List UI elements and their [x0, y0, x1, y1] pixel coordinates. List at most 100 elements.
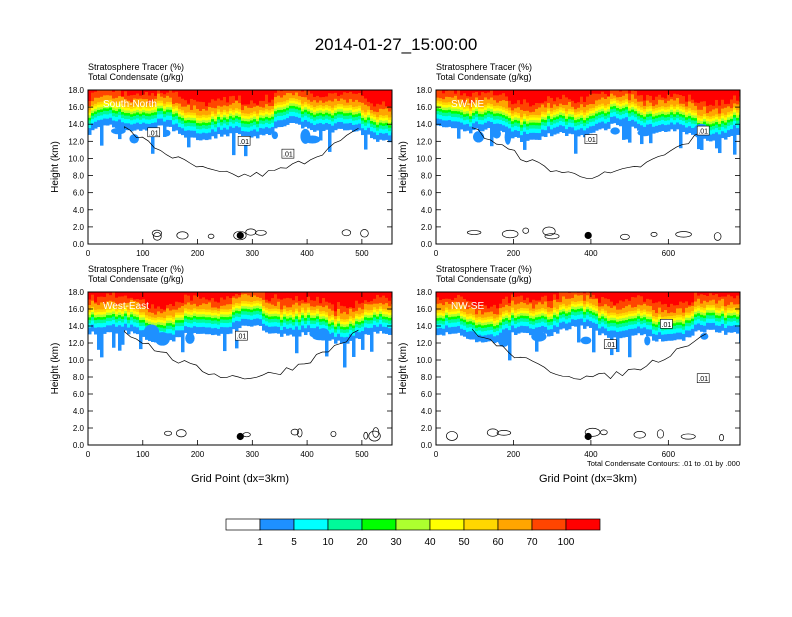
y-axis-label: Height (km) [398, 343, 409, 395]
x-tick-label: 100 [136, 249, 150, 258]
figure-title: 2014-01-27_15:00:00 [315, 35, 478, 54]
y-tick-label: 2.0 [421, 223, 433, 232]
colorbar-swatch [226, 519, 260, 530]
contour-label: .01 [239, 139, 249, 146]
y-tick-label: 8.0 [73, 172, 85, 181]
y-tick-label: 10.0 [416, 356, 432, 365]
contour-label: .01 [605, 342, 615, 349]
y-tick-label: 6.0 [421, 189, 433, 198]
y-tick-label: 12.0 [68, 339, 84, 348]
colorbar-swatch [328, 519, 362, 530]
y-tick-label: 4.0 [421, 206, 433, 215]
panel-south-north: Stratosphere Tracer (%)Total Condensate … [50, 62, 395, 258]
contour-label: .01 [662, 322, 672, 329]
contour-label: .01 [698, 129, 708, 136]
y-tick-label: 12.0 [416, 137, 432, 146]
colorbar-label: 100 [558, 537, 575, 548]
x-tick-label: 300 [246, 249, 260, 258]
y-tick-label: 18.0 [68, 288, 84, 297]
colorbar-label: 10 [322, 537, 334, 548]
x-tick-label: 200 [507, 249, 521, 258]
colorbar-label: 40 [424, 537, 436, 548]
y-tick-label: 10.0 [68, 356, 84, 365]
section-name: South-North [103, 99, 157, 110]
y-axis-label: Height (km) [50, 343, 61, 395]
condensate-contours [446, 329, 723, 440]
section-name: West-East [103, 301, 149, 312]
colorbar-label: 30 [390, 537, 402, 548]
panel-subtitle: Total Condensate (g/kg) [436, 72, 532, 82]
y-tick-label: 14.0 [416, 322, 432, 331]
colorbar-swatch [362, 519, 396, 530]
location-marker [237, 433, 244, 440]
y-tick-label: 16.0 [68, 103, 84, 112]
location-marker [585, 232, 592, 239]
x-tick-label: 400 [584, 249, 598, 258]
panel-subtitle: Total Condensate (g/kg) [88, 274, 184, 284]
x-axis-label: Grid Point (dx=3km) [539, 473, 637, 485]
x-tick-label: 400 [300, 450, 314, 459]
contour-label: .01 [586, 137, 596, 144]
x-tick-label: 200 [507, 450, 521, 459]
x-tick-label: 200 [191, 450, 205, 459]
y-axis-label: Height (km) [50, 141, 61, 193]
contour-label: .01 [237, 334, 247, 341]
y-tick-label: 14.0 [416, 120, 432, 129]
x-tick-label: 500 [355, 249, 369, 258]
contour-label: .01 [283, 152, 293, 159]
colorbar-swatch [430, 519, 464, 530]
panel-sw-ne: Stratosphere Tracer (%)Total Condensate … [398, 62, 743, 258]
x-tick-label: 100 [136, 450, 150, 459]
colorbar-label: 70 [526, 537, 538, 548]
y-tick-label: 16.0 [416, 305, 432, 314]
x-tick-label: 200 [191, 249, 205, 258]
y-tick-label: 8.0 [421, 373, 433, 382]
colorbar-label: 60 [492, 537, 504, 548]
x-tick-label: 600 [662, 249, 676, 258]
y-tick-label: 10.0 [416, 154, 432, 163]
contour-label: .01 [698, 376, 708, 383]
panel-west-east: Stratosphere Tracer (%)Total Condensate … [50, 264, 395, 485]
y-tick-label: 10.0 [68, 154, 84, 163]
x-tick-label: 0 [434, 249, 439, 258]
colorbar-label: 20 [356, 537, 368, 548]
colorbar-swatch [532, 519, 566, 530]
y-tick-label: 4.0 [421, 407, 433, 416]
colorbar-label: 5 [291, 537, 297, 548]
x-tick-label: 0 [86, 450, 91, 459]
y-tick-label: 14.0 [68, 322, 84, 331]
colorbar-swatch [260, 519, 294, 530]
section-name: SW-NE [451, 99, 484, 110]
x-tick-label: 600 [662, 450, 676, 459]
panel-subtitle: Stratosphere Tracer (%) [436, 264, 532, 274]
y-tick-label: 0.0 [73, 240, 85, 249]
y-axis-label: Height (km) [398, 141, 409, 193]
colorbar-label: 50 [458, 537, 470, 548]
x-tick-label: 400 [584, 450, 598, 459]
panel-subtitle: Total Condensate (g/kg) [436, 274, 532, 284]
colorbar-swatch [566, 519, 600, 530]
y-tick-label: 12.0 [416, 339, 432, 348]
y-tick-label: 6.0 [73, 390, 85, 399]
y-tick-label: 0.0 [73, 441, 85, 450]
condensate-contours [124, 330, 380, 441]
contour-footnote: Total Condensate Contours: .01 to .01 by… [587, 459, 740, 468]
y-tick-label: 0.0 [421, 240, 433, 249]
x-tick-label: 400 [300, 249, 314, 258]
panel-subtitle: Stratosphere Tracer (%) [88, 264, 184, 274]
y-tick-label: 14.0 [68, 120, 84, 129]
colorbar-swatch [498, 519, 532, 530]
section-name: NW-SE [451, 301, 484, 312]
y-tick-label: 6.0 [73, 189, 85, 198]
panel-subtitle: Stratosphere Tracer (%) [88, 62, 184, 72]
x-axis-label: Grid Point (dx=3km) [191, 473, 289, 485]
y-tick-label: 8.0 [73, 373, 85, 382]
y-tick-label: 16.0 [416, 103, 432, 112]
location-marker [237, 232, 244, 239]
y-tick-label: 18.0 [416, 288, 432, 297]
colorbar-swatch [396, 519, 430, 530]
y-tick-label: 4.0 [73, 206, 85, 215]
y-tick-label: 16.0 [68, 305, 84, 314]
